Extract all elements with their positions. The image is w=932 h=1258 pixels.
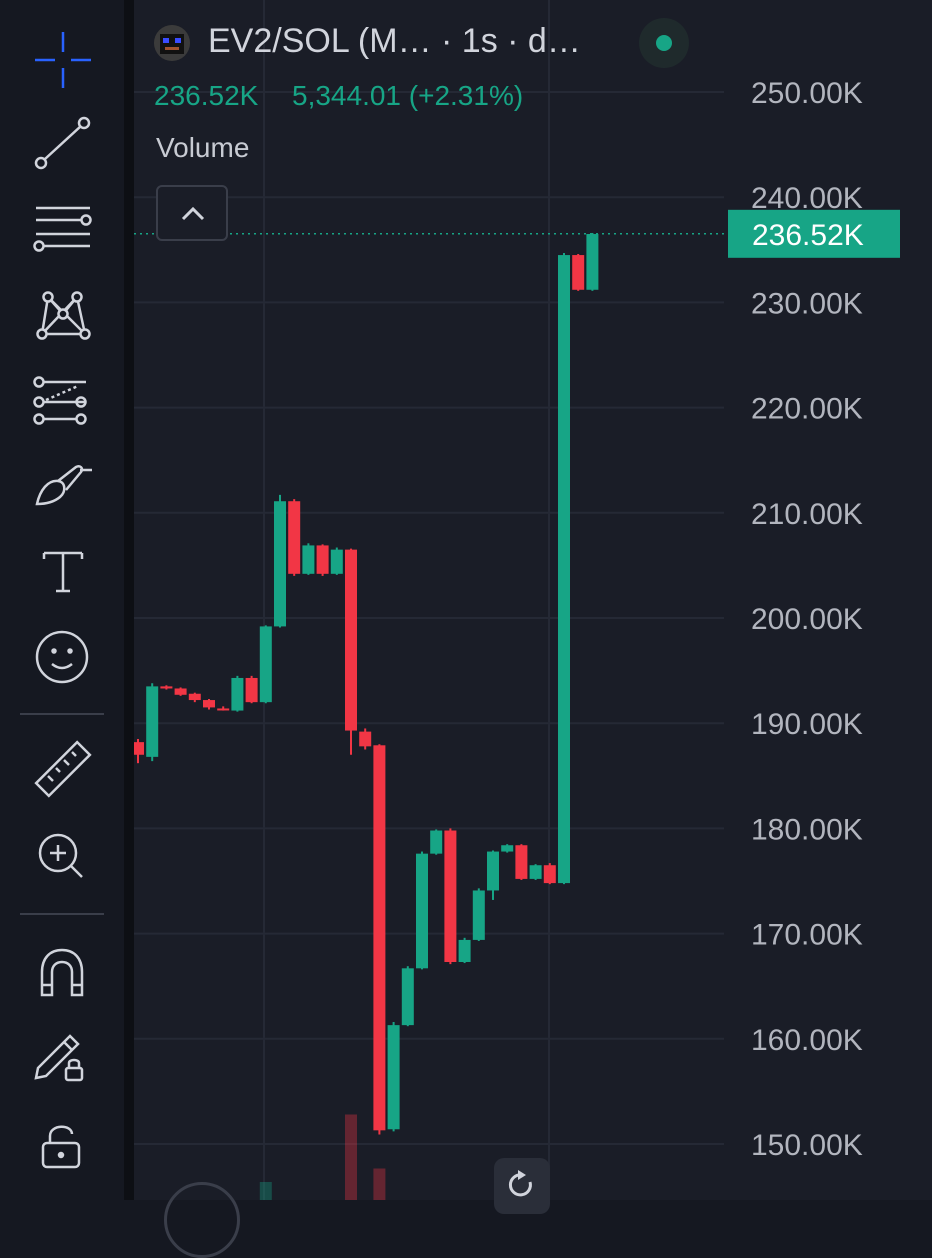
live-dot-icon [656, 35, 672, 51]
last-price-label: 236.52K [752, 219, 864, 252]
unlock-icon[interactable] [41, 1125, 81, 1169]
candle-body [134, 742, 144, 755]
trend-line-icon[interactable] [34, 116, 91, 170]
text-icon[interactable] [42, 551, 84, 593]
candle-body [501, 845, 514, 852]
y-tick-label: 180.00K [751, 813, 863, 846]
candle-body [288, 501, 301, 574]
ruler-icon[interactable] [34, 740, 92, 798]
reset-chart-button[interactable] [494, 1158, 550, 1214]
candle-body [345, 549, 357, 731]
fib-lines-icon[interactable] [33, 376, 87, 425]
last-price: 236.52K [154, 80, 259, 111]
reset-icon [508, 1170, 532, 1197]
y-tick-label: 220.00K [751, 393, 863, 426]
candle-body [515, 845, 528, 879]
candle-body [330, 549, 343, 574]
candle-body [529, 865, 542, 879]
y-tick-label: 230.00K [751, 287, 863, 320]
candle-body [231, 677, 244, 711]
token-avatar [154, 25, 190, 61]
emoji-icon[interactable] [35, 630, 89, 684]
y-tick-label: 170.00K [751, 919, 863, 952]
candle-body [472, 890, 485, 940]
volume-bar [345, 1114, 357, 1200]
y-tick-label: 210.00K [751, 498, 863, 531]
candle-body [203, 700, 215, 708]
brush-icon[interactable] [35, 465, 92, 506]
price-chart[interactable]: 250.00K 240.00K 230.00K 220.00K 210.00K 200.0… [134, 0, 932, 1200]
price-change: 5,344.01 (+2.31%) [292, 80, 524, 111]
candle-body [359, 731, 372, 747]
volume-bar [259, 1182, 272, 1200]
candle-body [572, 255, 585, 290]
lock-drawings-icon[interactable] [34, 1034, 84, 1082]
y-tick-label: 250.00K [751, 77, 863, 110]
crosshair-icon[interactable] [35, 32, 91, 88]
zoom-control[interactable] [164, 1182, 240, 1258]
candle-body [245, 677, 258, 703]
candle-body [174, 688, 187, 695]
candle-body [217, 708, 230, 711]
symbol-title[interactable]: EV2/SOL (M… · 1s · d… [208, 22, 581, 60]
tool-icons [20, 32, 104, 1169]
y-tick-label: 150.00K [751, 1129, 863, 1162]
y-tick-label: 240.00K [751, 182, 863, 215]
volume-bar [373, 1168, 386, 1200]
y-tick-label: 190.00K [751, 708, 863, 741]
pattern-icon[interactable] [36, 291, 91, 340]
panel-separator [124, 0, 134, 1200]
candle-body [373, 745, 386, 1131]
candle-body [146, 686, 159, 757]
candle-body [188, 693, 201, 701]
candle-body [444, 830, 457, 963]
candle-body [160, 686, 173, 689]
candle-body [586, 234, 599, 290]
zoom-in-icon[interactable] [38, 833, 83, 878]
drawing-toolbar [0, 0, 124, 1200]
candle-body [416, 853, 428, 969]
candle-body [387, 1025, 400, 1130]
chart-area[interactable]: 250.00K 240.00K 230.00K 220.00K 210.00K 200.0… [134, 0, 932, 1258]
candle-body [302, 545, 315, 574]
candle-body [401, 968, 414, 1026]
candle-body [274, 501, 286, 627]
candle-body [543, 865, 556, 884]
chevron-up-icon [181, 206, 205, 221]
horizontal-lines-icon[interactable] [33, 206, 92, 252]
candle-body [259, 626, 272, 703]
magnet-icon[interactable] [40, 948, 84, 997]
y-tick-label: 160.00K [751, 1024, 863, 1057]
candle-body [487, 851, 499, 891]
candle-body [430, 830, 443, 854]
candle-body [458, 939, 471, 963]
volume-indicator-label[interactable]: Volume [156, 132, 250, 163]
collapse-indicators-button[interactable] [156, 185, 228, 241]
candle-body [316, 545, 329, 574]
last-price-badge [728, 209, 900, 258]
y-tick-label: 200.00K [751, 603, 863, 636]
live-indicator [639, 18, 689, 68]
candle-body [558, 255, 570, 884]
